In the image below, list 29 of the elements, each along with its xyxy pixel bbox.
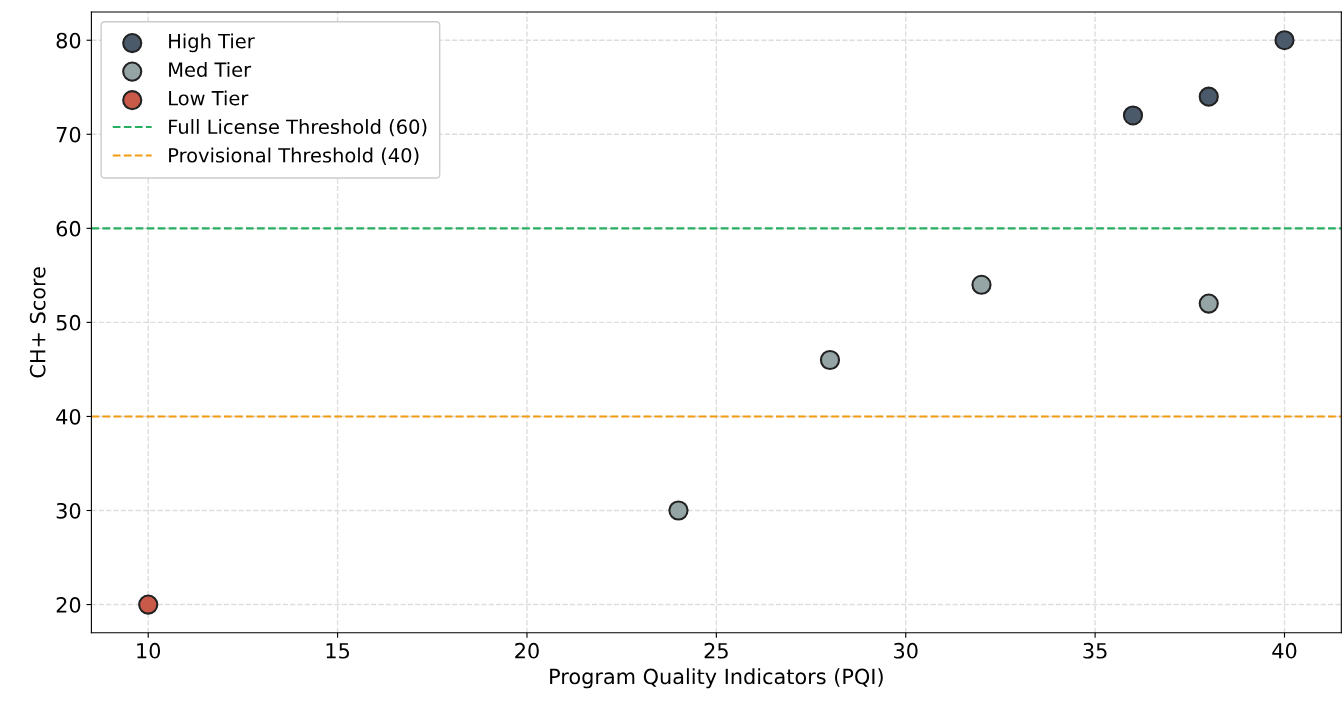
x-tick-label: 40 [1272,642,1297,659]
y-tick-label: 80 [56,32,81,49]
legend-label: Provisional Threshold (40) [169,147,419,165]
x-tick-label: 15 [326,643,350,659]
x-tick-label: 20 [515,642,539,659]
point [1198,86,1219,107]
point [971,274,992,295]
point [1122,105,1144,126]
legend-label: Low Tier [169,90,249,106]
point [1274,30,1295,51]
legend-label: Med Tier [169,61,252,77]
y-tick-label: 60 [56,220,81,237]
point [819,349,841,371]
y-tick-label: 40 [56,408,81,425]
x-tick-label: 25 [704,642,728,659]
x-tick-label: 30 [894,642,918,659]
legend-label: High Tier [169,33,255,53]
point [1198,293,1219,314]
x-tick-label: 35 [1083,642,1107,659]
legend-label: Full License Threshold (60) [169,119,427,137]
y-tick-label: 50 [56,314,81,331]
x-axis-title: Program Quality Indicators (PQI) [550,668,883,689]
point [668,500,689,521]
y-tick-label: 20 [56,597,81,613]
y-tick-label: 70 [56,126,81,143]
x-tick-label: 10 [137,642,161,659]
point [138,594,159,615]
y-axis-title: CH+ Score [29,267,46,378]
y-tick-label: 30 [56,502,81,519]
